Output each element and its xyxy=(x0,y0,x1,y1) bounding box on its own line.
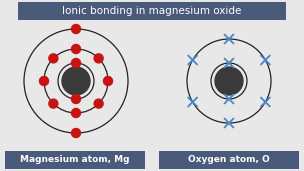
Circle shape xyxy=(40,76,49,86)
Circle shape xyxy=(71,95,81,103)
Circle shape xyxy=(62,67,90,95)
FancyBboxPatch shape xyxy=(18,2,286,20)
Text: Ionic bonding in magnesium oxide: Ionic bonding in magnesium oxide xyxy=(62,6,242,16)
Circle shape xyxy=(71,58,81,68)
Circle shape xyxy=(71,128,81,137)
FancyBboxPatch shape xyxy=(159,151,299,169)
Circle shape xyxy=(71,24,81,34)
Circle shape xyxy=(94,54,103,63)
Circle shape xyxy=(49,54,58,63)
Text: Oxygen atom, O: Oxygen atom, O xyxy=(188,155,270,165)
Circle shape xyxy=(71,44,81,54)
Circle shape xyxy=(49,99,58,108)
Text: Magnesium atom, Mg: Magnesium atom, Mg xyxy=(20,155,130,165)
Circle shape xyxy=(94,99,103,108)
FancyBboxPatch shape xyxy=(5,151,145,169)
Circle shape xyxy=(103,76,112,86)
Circle shape xyxy=(71,109,81,117)
Circle shape xyxy=(215,67,243,95)
